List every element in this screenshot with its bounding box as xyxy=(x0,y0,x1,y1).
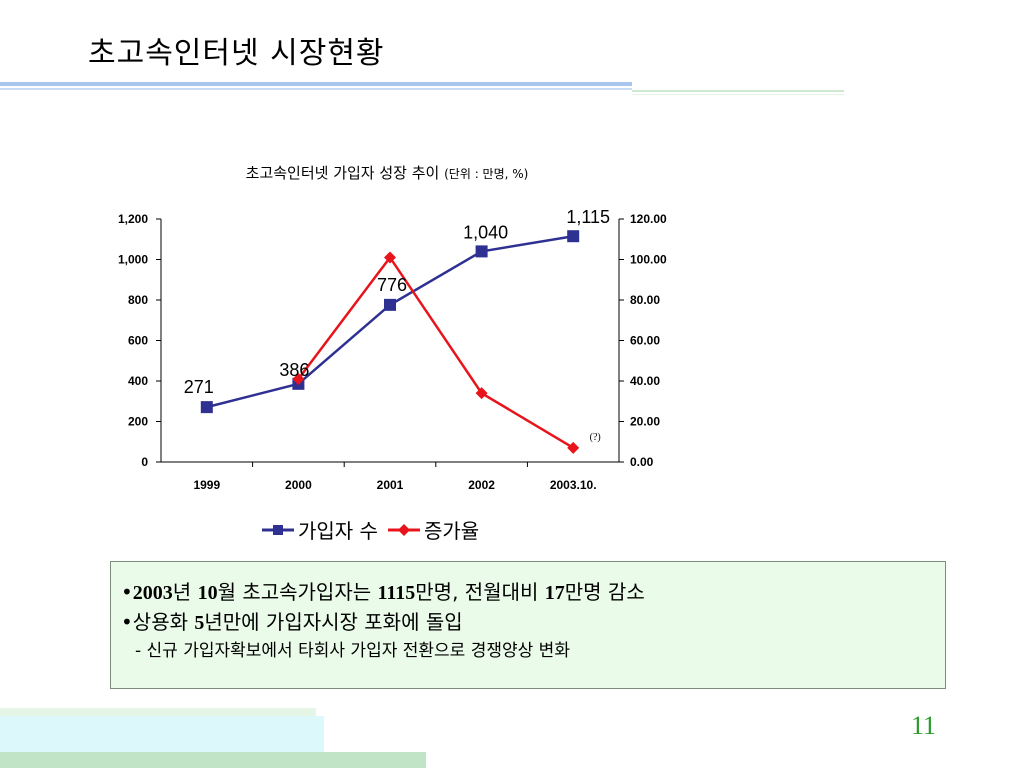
right-axis-tick-label: 100.00 xyxy=(630,253,667,267)
subscribers-data-label: 776 xyxy=(377,275,407,295)
left-axis-tick-label: 400 xyxy=(128,374,148,388)
growth-rate-line xyxy=(297,255,574,449)
summary-line-3: - 신규 가입자확보에서 타회사 가입자 전환으로 경쟁양상 변화 xyxy=(135,641,570,661)
subscribers-point xyxy=(200,401,213,414)
right-axis-tick-label: 40.00 xyxy=(630,374,660,388)
subscribers-data-label: 1,115 xyxy=(566,207,610,227)
title-underline xyxy=(0,82,632,86)
subscribers-data-label: 386 xyxy=(279,360,309,380)
left-axis-tick-label: 200 xyxy=(128,415,148,429)
growth-rate-point xyxy=(567,441,580,454)
chart-legend: 가입자 수 증가율 xyxy=(262,515,485,544)
subscribers-point xyxy=(567,230,580,243)
right-axis-tick-label: 120.00 xyxy=(630,212,667,226)
legend-label-growth: 증가율 xyxy=(423,519,480,543)
x-axis-tick-label: 2002 xyxy=(468,478,495,492)
summary-line-1: •2003년 10월 초고속가입자는 1115만명, 전월대비 17만명 감소 xyxy=(121,580,645,604)
chart-unit-note: (단위 : 만명, %) xyxy=(444,167,528,181)
left-axis-tick-label: 800 xyxy=(128,293,148,307)
left-axis-tick-label: 1,000 xyxy=(118,253,148,267)
legend-square-marker-icon xyxy=(262,524,294,535)
footer-decoration-middle xyxy=(0,716,324,752)
legend-diamond-marker-icon xyxy=(387,523,420,536)
right-axis-tick-label: 80.00 xyxy=(630,293,660,307)
x-axis-tick-label: 2003.10. xyxy=(550,478,597,492)
legend-label-subscribers: 가입자 수 xyxy=(298,519,378,543)
summary-line-2: •상용화 5년만에 가입자시장 포화에 돌입 xyxy=(121,610,463,634)
subscribers-point xyxy=(475,245,488,258)
x-axis-tick-label: 2001 xyxy=(377,478,404,492)
right-axis-tick-label: 20.00 xyxy=(630,415,660,429)
footer-decoration-bottom xyxy=(0,752,426,768)
growth-rate-point xyxy=(475,387,488,400)
subscriber-growth-chart: 초고속인터넷 가입자 성장 추이 (단위 : 만명, %) 0 200 400 600 8… xyxy=(90,150,710,550)
left-axis-tick-label: 0 xyxy=(141,455,148,469)
x-axis-tick-label: 2000 xyxy=(285,478,312,492)
growth-annotation: (?) xyxy=(590,432,601,443)
chart-svg: 초고속인터넷 가입자 성장 추이 (단위 : 만명, %) 0 200 400 600 8… xyxy=(118,164,667,492)
growth-rate-point xyxy=(384,251,396,264)
subscribers-data-label: 1,040 xyxy=(463,222,508,242)
x-axis-tick-label: 1999 xyxy=(193,478,220,492)
left-axis-tick-label: 1,200 xyxy=(118,212,148,226)
title-underline-thin xyxy=(0,88,632,90)
title-underline-green-thin xyxy=(632,94,844,95)
subscribers-point xyxy=(384,298,396,311)
slide-title: 초고속인터넷 시장현황 xyxy=(88,36,385,71)
legend-item-subscribers: 가입자 수 xyxy=(262,515,378,544)
right-axis-tick-label: 0.00 xyxy=(630,455,654,469)
title-underline-green xyxy=(632,90,844,92)
legend-item-growth: 증가율 xyxy=(387,515,480,544)
chart-title-text: 초고속인터넷 가입자 성장 추이 xyxy=(246,164,444,182)
left-axis-tick-label: 600 xyxy=(128,334,148,348)
page-number: 11 xyxy=(910,711,936,740)
chart-title: 초고속인터넷 가입자 성장 추이 (단위 : 만명, %) xyxy=(246,164,529,182)
subscribers-data-label: 271 xyxy=(184,377,214,397)
growth-rate-point xyxy=(292,372,305,385)
summary-box: •2003년 10월 초고속가입자는 1115만명, 전월대비 17만명 감소 … xyxy=(110,561,946,689)
right-axis-tick-label: 60.00 xyxy=(630,334,660,348)
